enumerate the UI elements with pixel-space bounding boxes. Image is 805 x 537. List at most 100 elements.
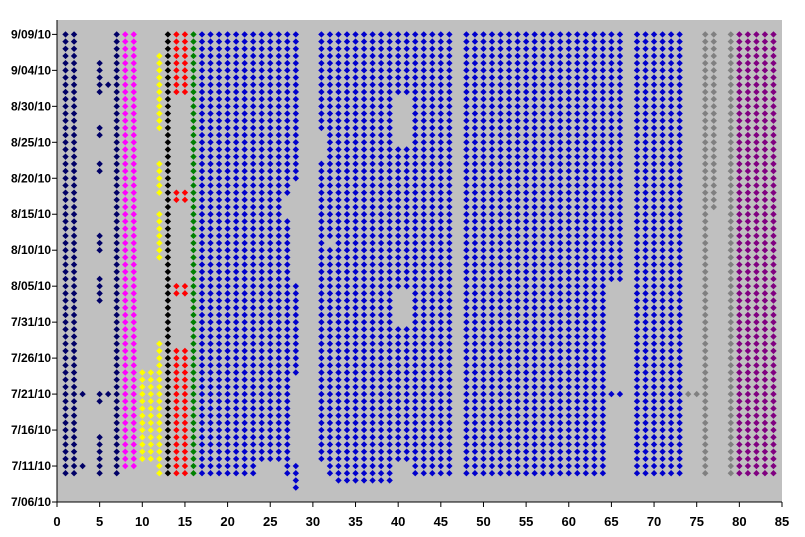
data-point bbox=[770, 383, 777, 391]
x-tick-label: 45 bbox=[434, 514, 448, 529]
data-point bbox=[582, 362, 590, 369]
data-point bbox=[608, 139, 615, 146]
data-point bbox=[471, 318, 479, 326]
data-point bbox=[62, 211, 69, 218]
data-point bbox=[122, 117, 129, 124]
data-point bbox=[258, 398, 265, 405]
data-point bbox=[522, 160, 530, 168]
data-point bbox=[522, 124, 530, 132]
data-point bbox=[531, 211, 538, 218]
data-point bbox=[582, 326, 590, 333]
data-point bbox=[471, 462, 479, 470]
data-point bbox=[122, 362, 129, 369]
data-point bbox=[62, 45, 69, 52]
data-point bbox=[599, 95, 607, 103]
data-point bbox=[471, 247, 479, 254]
data-point bbox=[335, 232, 342, 240]
data-point bbox=[761, 398, 769, 405]
data-point bbox=[667, 182, 675, 189]
data-point bbox=[275, 434, 282, 441]
data-point bbox=[753, 441, 760, 448]
data-point bbox=[147, 383, 155, 391]
data-point bbox=[736, 88, 743, 96]
data-point bbox=[96, 124, 103, 132]
data-point bbox=[318, 239, 325, 247]
data-point bbox=[224, 290, 231, 297]
data-point bbox=[702, 59, 709, 67]
data-point bbox=[96, 448, 103, 455]
data-point bbox=[761, 362, 769, 369]
data-point bbox=[241, 239, 248, 247]
data-point bbox=[267, 434, 274, 441]
data-point bbox=[377, 282, 385, 290]
data-point bbox=[676, 124, 683, 132]
data-point bbox=[650, 326, 658, 333]
series-19 bbox=[394, 31, 410, 463]
data-point bbox=[96, 81, 103, 88]
data-point bbox=[591, 383, 598, 391]
data-point bbox=[497, 462, 504, 470]
data-point bbox=[258, 31, 265, 38]
data-point bbox=[702, 369, 709, 376]
data-point bbox=[463, 45, 470, 52]
data-point bbox=[480, 110, 487, 117]
data-point bbox=[429, 189, 436, 196]
data-point bbox=[702, 290, 709, 297]
data-point bbox=[292, 326, 300, 333]
data-point bbox=[318, 297, 325, 304]
data-point bbox=[70, 131, 78, 139]
data-point bbox=[343, 448, 351, 455]
data-point bbox=[582, 175, 590, 182]
data-point bbox=[369, 131, 376, 139]
data-point bbox=[369, 412, 376, 419]
data-point bbox=[292, 38, 300, 45]
data-point bbox=[497, 470, 504, 477]
data-point bbox=[667, 326, 675, 333]
data-point bbox=[616, 117, 624, 124]
data-point bbox=[420, 340, 427, 347]
data-point bbox=[267, 376, 274, 383]
data-point bbox=[343, 153, 351, 160]
data-point bbox=[207, 139, 214, 146]
data-point bbox=[403, 369, 410, 376]
data-point bbox=[633, 153, 641, 160]
data-point bbox=[676, 304, 683, 311]
data-point bbox=[343, 333, 351, 340]
data-point bbox=[267, 268, 274, 275]
data-point bbox=[122, 340, 129, 347]
data-point bbox=[642, 282, 649, 290]
data-point bbox=[608, 211, 615, 218]
data-point bbox=[352, 38, 359, 45]
data-point bbox=[62, 196, 69, 204]
data-point bbox=[471, 95, 479, 103]
data-point bbox=[326, 95, 334, 103]
data-point bbox=[736, 254, 743, 261]
data-point bbox=[488, 103, 496, 110]
data-point bbox=[318, 59, 325, 67]
data-point bbox=[616, 131, 624, 139]
data-point bbox=[650, 290, 658, 297]
data-point bbox=[113, 88, 120, 96]
data-point bbox=[267, 261, 274, 268]
data-point bbox=[343, 146, 351, 153]
data-point bbox=[412, 139, 419, 146]
data-point bbox=[377, 232, 385, 240]
data-point bbox=[224, 268, 231, 275]
data-point bbox=[616, 67, 624, 74]
data-point bbox=[650, 218, 658, 225]
data-point bbox=[488, 153, 496, 160]
data-point bbox=[241, 470, 248, 477]
data-point bbox=[676, 369, 683, 376]
data-point bbox=[480, 239, 487, 247]
data-point bbox=[360, 261, 368, 268]
data-point bbox=[736, 131, 743, 139]
data-point bbox=[480, 333, 487, 340]
data-point bbox=[147, 390, 155, 398]
data-point bbox=[403, 376, 410, 383]
data-point bbox=[531, 182, 538, 189]
data-point bbox=[241, 405, 248, 412]
data-point bbox=[394, 153, 402, 160]
data-point bbox=[548, 247, 555, 254]
data-point bbox=[70, 189, 78, 196]
data-point bbox=[557, 139, 564, 146]
